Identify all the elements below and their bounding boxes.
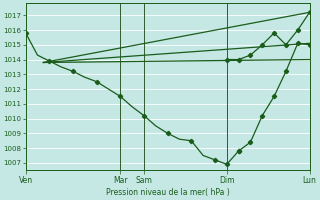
X-axis label: Pression niveau de la mer( hPa ): Pression niveau de la mer( hPa ) [106, 188, 229, 197]
